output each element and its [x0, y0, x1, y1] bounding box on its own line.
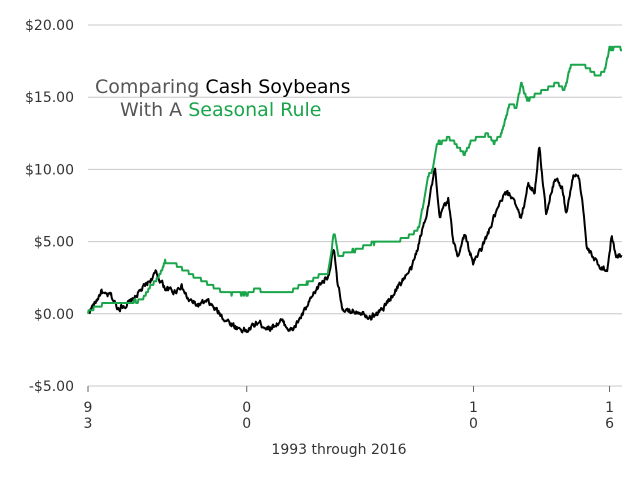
x-tick-label-bottom-1: 0 [242, 416, 251, 432]
series-line-seasonal-rule [87, 45, 623, 314]
x-tick-label-bottom-0: 3 [84, 416, 93, 432]
chart-title-line-2: With A Seasonal Rule [120, 99, 322, 121]
x-tick-label-bottom-2: 0 [469, 416, 478, 432]
series-line-cash-soybeans [87, 146, 623, 334]
x-tick-label-bottom-3: 6 [605, 416, 614, 432]
series-layer [87, 45, 623, 334]
y-tick-label-4: $0.00 [34, 307, 74, 323]
y-tick-label-0: $20.00 [25, 18, 74, 34]
x-axis-title: 1993 through 2016 [271, 442, 406, 458]
chart-title-line-1: Comparing Cash Soybeans [95, 76, 351, 98]
y-tick-label-5: -$5.00 [29, 379, 74, 395]
y-tick-labels: $20.00 $15.00 $10.00 $5.00 $0.00 -$5.00 [25, 18, 74, 395]
y-tick-label-3: $5.00 [34, 235, 74, 251]
x-tick-label-top-1: 0 [242, 400, 251, 416]
x-tick-label-top-3: 1 [605, 400, 614, 416]
title-part-seasonal-rule: Seasonal Rule [188, 99, 321, 121]
y-tick-label-1: $15.00 [25, 90, 74, 106]
title-part-cash-soybeans: Cash Soybeans [205, 76, 350, 98]
y-tick-label-2: $10.00 [25, 162, 74, 178]
x-tick-label-top-0: 9 [84, 400, 93, 416]
x-tick-label-top-2: 1 [469, 400, 478, 416]
title-part-comparing: Comparing [95, 76, 205, 98]
title-part-with-a: With A [120, 99, 188, 121]
